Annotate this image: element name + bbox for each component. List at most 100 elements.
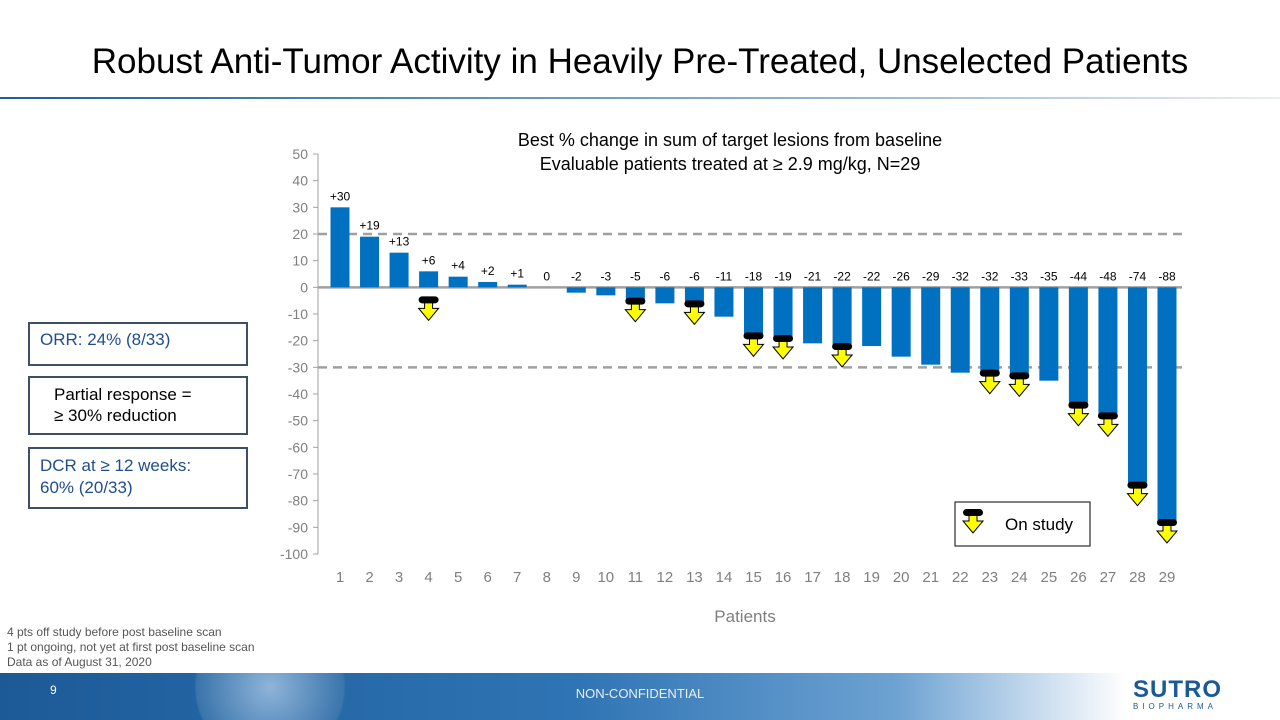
y-tick-label: -20 [288, 333, 308, 349]
bar-patient-16 [773, 287, 793, 338]
bar-patient-4 [419, 271, 439, 288]
data-label: -33 [1011, 269, 1029, 283]
marker-cap [1127, 481, 1148, 489]
y-tick-label: -70 [288, 466, 308, 482]
bar-patient-21 [921, 287, 941, 365]
marker-cap [832, 343, 853, 350]
pr-line1: Partial response = [54, 385, 192, 404]
y-tick-label: -50 [288, 413, 308, 429]
marker-cap [1068, 401, 1089, 409]
x-tick-label: 14 [716, 569, 733, 586]
bar-patient-1 [330, 207, 350, 288]
bar-patient-12 [655, 287, 675, 304]
y-tick-label: -60 [288, 439, 308, 455]
bar-patient-28 [1127, 287, 1147, 485]
data-label: -2 [571, 269, 582, 283]
bar-patient-18 [832, 287, 852, 346]
y-tick-label: 20 [292, 226, 308, 242]
data-label: -19 [774, 269, 792, 283]
on-study-marker [683, 300, 706, 326]
logo-name: SUTRO [1133, 676, 1222, 703]
data-label: +30 [330, 189, 351, 203]
data-label: -26 [893, 269, 911, 283]
x-tick-label: 24 [1011, 569, 1028, 586]
x-tick-label: 2 [365, 569, 373, 586]
marker-cap [418, 296, 439, 304]
data-label: -21 [804, 269, 822, 283]
x-tick-label: 13 [686, 569, 703, 586]
bar-patient-17 [803, 287, 823, 344]
on-study-marker [771, 335, 795, 360]
x-tick-label: 6 [484, 569, 492, 586]
footnote: Data as of August 31, 2020 [7, 655, 152, 669]
x-tick-label: 18 [834, 569, 851, 586]
on-study-marker [417, 296, 440, 322]
y-tick-label: 0 [300, 279, 308, 295]
data-label: -32 [952, 269, 970, 283]
bar-patient-24 [1009, 287, 1029, 376]
bar-patient-6 [478, 282, 498, 288]
waterfall-chart: Best % change in sum of target lesions f… [280, 130, 1182, 626]
marker-cap [963, 509, 983, 516]
page-title: Robust Anti-Tumor Activity in Heavily Pr… [91, 42, 1189, 81]
data-label: -32 [981, 269, 999, 283]
bar-patient-10 [596, 287, 616, 296]
pr-line2: ≥ 30% reduction [54, 406, 177, 425]
chart-subtitle: Evaluable patients treated at ≥ 2.9 mg/k… [540, 154, 921, 174]
marker-cap [979, 369, 1000, 377]
bar-patient-5 [448, 276, 468, 288]
footnote: 1 pt ongoing, not yet at first post base… [7, 640, 255, 654]
data-label: +19 [359, 219, 380, 233]
x-tick-label: 9 [572, 569, 580, 586]
on-study-marker [1008, 372, 1031, 398]
bar-patient-15 [744, 287, 763, 336]
y-tick-label: -10 [288, 306, 308, 322]
x-tick-label: 8 [543, 569, 551, 586]
bar-patient-3 [389, 252, 409, 288]
bar-patient-11 [625, 287, 645, 301]
data-label: -11 [716, 269, 733, 283]
orr-callout: ORR: 24% (8/33) [28, 322, 248, 366]
sutro-logo: SUTRO BIOPHARMA [1133, 676, 1222, 712]
data-label: -18 [745, 269, 763, 283]
data-label: 0 [543, 269, 550, 283]
on-study-marker [1067, 401, 1090, 427]
x-tick-label: 15 [745, 569, 762, 586]
logo-sub: BIOPHARMA [1133, 702, 1218, 711]
data-label: -3 [600, 269, 611, 283]
y-tick-label: -40 [288, 386, 308, 402]
bar-patient-23 [980, 287, 1000, 373]
marker-cap [625, 297, 646, 305]
on-study-marker [978, 369, 1001, 395]
dcr-line1: DCR at ≥ 12 weeks: [40, 456, 192, 475]
confidentiality-label: NON-CONFIDENTIAL [575, 686, 705, 701]
x-tick-label: 12 [657, 569, 674, 586]
data-label: -22 [863, 269, 881, 283]
bar-patient-22 [950, 287, 970, 373]
x-axis-label: Patients [714, 607, 775, 626]
bar-patient-9 [566, 287, 586, 293]
data-label: -6 [689, 269, 700, 283]
data-label: -35 [1040, 269, 1058, 283]
bar-patient-20 [891, 287, 911, 357]
x-tick-label: 28 [1129, 569, 1146, 586]
footnotes: 4 pts off study before post baseline sca… [7, 625, 255, 670]
title-divider [0, 97, 1280, 99]
x-tick-label: 27 [1100, 569, 1117, 586]
data-label: +13 [389, 235, 410, 249]
bar-patient-27 [1098, 287, 1118, 416]
marker-cap [1157, 519, 1177, 526]
bar-patient-29 [1157, 287, 1177, 522]
data-label: -74 [1129, 269, 1147, 283]
bar-patient-14 [714, 287, 734, 317]
y-tick-label: 30 [292, 199, 308, 215]
data-label: -88 [1158, 269, 1176, 283]
orr-text: ORR: 24% (8/33) [40, 330, 171, 349]
bar-patient-25 [1039, 287, 1059, 381]
x-tick-label: 4 [424, 569, 432, 586]
on-study-marker [1096, 412, 1119, 438]
x-tick-label: 20 [893, 569, 910, 586]
y-tick-label: -100 [280, 546, 308, 562]
legend-label: On study [1005, 515, 1074, 534]
y-tick-label: 10 [292, 253, 308, 269]
